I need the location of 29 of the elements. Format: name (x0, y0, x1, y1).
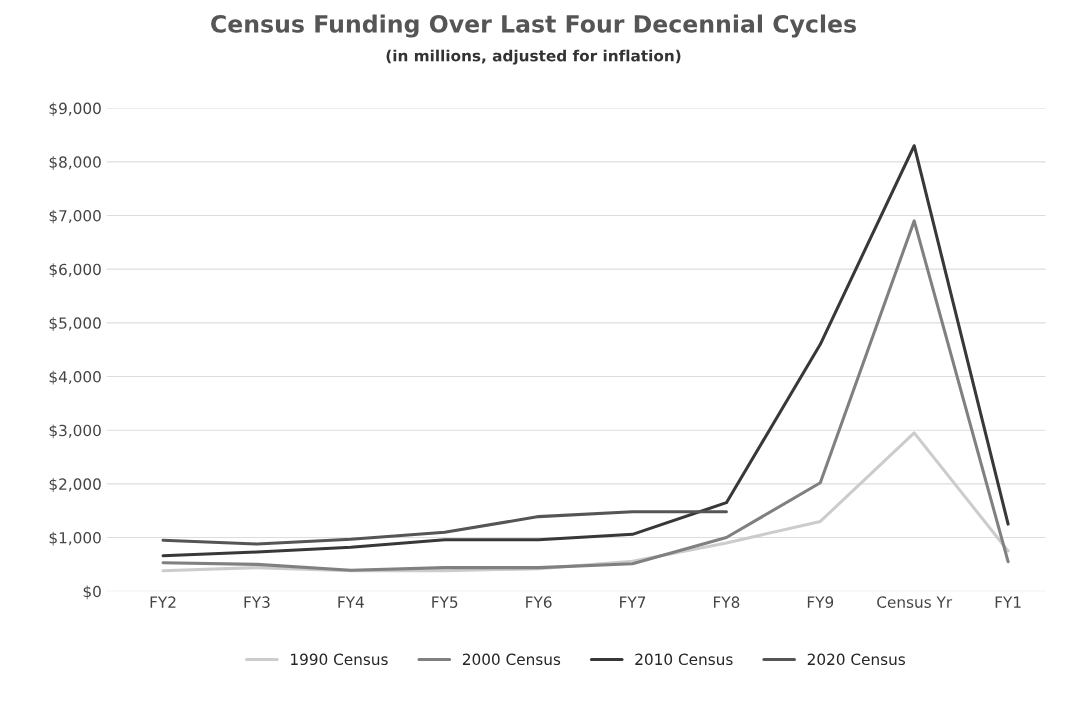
x-tick-label: FY4 (338, 596, 364, 608)
line-series (161, 510, 728, 546)
x-tick-label: FY1 (995, 596, 1021, 608)
legend-label: 1990 Census (291, 653, 388, 666)
legend-label: 2000 Census (462, 653, 561, 666)
x-tick-label: FY6 (526, 596, 552, 608)
y-tick-label: $5,000 (49, 317, 101, 331)
y-tick-label: $9,000 (49, 102, 101, 117)
chart-subtitle: (in millions, adjusted for inflation) (386, 49, 681, 65)
chart-title: Census Funding Over Last Four Decennial Cycles (211, 14, 856, 38)
y-tick-label: $6,000 (49, 263, 101, 278)
line-series (161, 219, 1010, 572)
y-tick-label: $0 (83, 585, 101, 600)
x-tick-label: FY9 (807, 596, 834, 608)
y-tick-label: $3,000 (49, 424, 101, 439)
x-tick-label: Census Yr (877, 596, 953, 608)
x-tick-label: FY2 (150, 596, 176, 608)
line-series (161, 144, 1010, 558)
x-tick-label: FY5 (432, 596, 458, 608)
legend-label: 2020 Census (807, 653, 905, 666)
y-tick-label: $8,000 (49, 156, 101, 170)
x-tick-label: FY3 (244, 596, 270, 608)
y-tick-label: $4,000 (49, 370, 101, 385)
x-tick-label: FY8 (713, 596, 740, 608)
y-tick-label: $7,000 (49, 209, 101, 224)
y-tick-label: $2,000 (49, 478, 101, 492)
legend-label: 2010 Census (635, 653, 733, 666)
x-tick-label: FY7 (620, 596, 646, 608)
y-tick-label: $1,000 (49, 531, 101, 546)
